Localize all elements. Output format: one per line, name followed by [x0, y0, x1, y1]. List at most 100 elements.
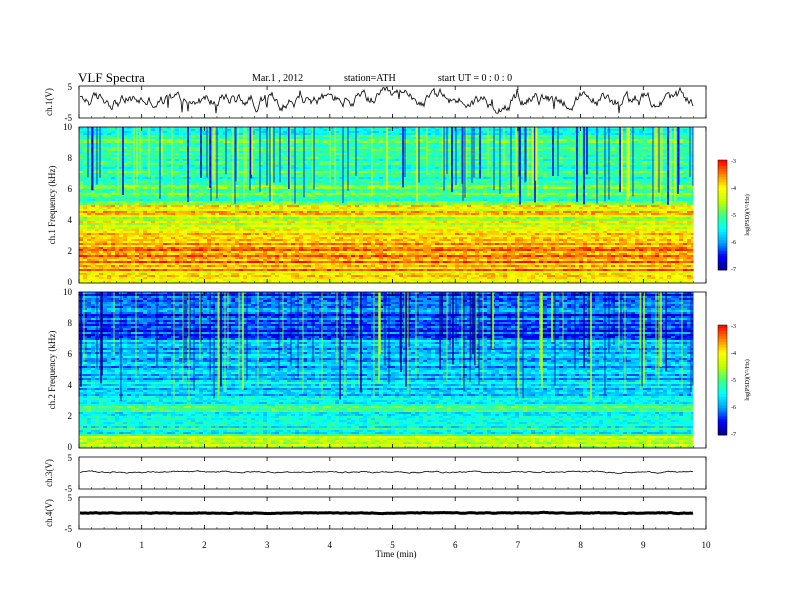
spectrogram-cell — [467, 167, 471, 169]
spectrogram-cell — [115, 129, 119, 131]
spectrogram-cell — [687, 155, 691, 157]
spectrogram-cell — [571, 187, 575, 189]
spectrogram-cell — [79, 171, 83, 173]
spectrogram-cell — [79, 179, 83, 181]
spectrogram-cell — [343, 187, 347, 189]
spectrogram-cell — [611, 141, 615, 143]
spectrogram-cell — [115, 157, 119, 159]
spectrogram-cell — [559, 143, 563, 145]
spectrogram-cell — [127, 143, 131, 145]
spectrogram-cell — [615, 149, 619, 151]
spectrogram-cell — [475, 141, 479, 143]
spectrogram-cell — [543, 143, 547, 145]
spectrogram-cell — [447, 151, 451, 153]
spectrogram-cell — [131, 179, 135, 181]
spectrogram-cell — [267, 181, 271, 183]
spectrogram-cell — [683, 165, 687, 167]
spectrogram-cell — [639, 129, 643, 131]
spectrogram-cell — [391, 151, 395, 153]
spectrogram-cell — [95, 187, 99, 189]
spectrogram-cell — [359, 167, 363, 169]
spectrogram-cell — [327, 151, 331, 153]
spectrogram-cell — [599, 163, 603, 165]
spectrogram-cell — [307, 183, 311, 185]
spectrogram-cell — [363, 177, 367, 179]
spectrogram-cell — [163, 177, 167, 179]
spectrogram-cell — [127, 173, 131, 175]
spectrogram-cell — [179, 155, 183, 157]
spectrogram-cell — [423, 179, 427, 181]
spectrogram-cell — [467, 177, 471, 179]
spectrogram-cell — [115, 177, 119, 179]
spectrogram-cell — [115, 167, 119, 169]
spectrogram-cell — [299, 159, 303, 161]
spectrogram-cell — [591, 147, 595, 149]
spectrogram-cell — [143, 135, 147, 137]
spectrogram-cell — [611, 147, 615, 149]
spectrogram-cell — [635, 189, 639, 191]
spectrogram-cell — [191, 179, 195, 181]
spectrogram-cell — [315, 161, 319, 163]
spectrogram-cell — [115, 189, 119, 191]
spectrogram-cell — [167, 147, 171, 149]
spectrogram-cell — [307, 177, 311, 179]
spectrogram-cell — [179, 139, 183, 141]
spectrogram-cell — [267, 189, 271, 191]
spectrogram-cell — [155, 131, 159, 133]
spectrogram-cell — [495, 165, 499, 167]
spectrogram-cell — [571, 153, 575, 155]
spectrogram-cell — [175, 185, 179, 187]
spectrogram-cell — [511, 151, 515, 153]
spectrogram-cell — [319, 187, 323, 189]
spectrogram-cell — [447, 179, 451, 181]
spectrogram-cell — [183, 185, 187, 187]
spectrogram-cell — [363, 181, 367, 183]
spectrogram-cell — [195, 169, 199, 171]
spectrogram-cell — [323, 181, 327, 183]
spectrogram-cell — [643, 149, 647, 151]
spectrogram-cell — [183, 181, 187, 183]
spectrogram-cell — [319, 165, 323, 167]
spectrogram-cell — [83, 181, 87, 183]
spectrogram-cell — [599, 137, 603, 139]
spectrogram-cell — [363, 139, 367, 141]
spectrogram-cell — [395, 161, 399, 163]
spectrogram-cell — [115, 135, 119, 137]
spectrogram-cell — [379, 157, 383, 159]
spectrogram-cell — [175, 149, 179, 151]
spectrogram-cell — [315, 165, 319, 167]
spectrogram-cell — [83, 163, 87, 165]
spectrogram-cell — [343, 173, 347, 175]
spectrogram-cell — [679, 157, 683, 159]
spectrogram-cell — [315, 173, 319, 175]
spectrogram-cell — [591, 153, 595, 155]
spectrogram-cell — [427, 133, 431, 135]
spectrogram-cell — [679, 153, 683, 155]
spectrogram-cell — [359, 141, 363, 143]
spectrogram-cell — [663, 183, 667, 185]
spectrogram-cell — [219, 169, 223, 171]
spectrogram-cell — [495, 145, 499, 147]
spectrogram-cell — [447, 153, 451, 155]
spectrogram-cell — [279, 185, 283, 187]
spectrogram-cell — [647, 149, 651, 151]
spectrogram-cell — [375, 145, 379, 147]
spectrogram-cell — [639, 139, 643, 141]
spectrogram-cell — [115, 137, 119, 139]
spectrogram-cell — [111, 177, 115, 179]
spectrogram-cell — [167, 155, 171, 157]
spectrogram-cell — [419, 133, 423, 135]
spectrogram-cell — [475, 175, 479, 177]
spectrogram-cell — [391, 169, 395, 171]
spectrogram-cell — [419, 149, 423, 151]
spectrogram-cell — [111, 143, 115, 145]
spectrogram-cell — [163, 149, 167, 151]
spectrogram-cell — [195, 179, 199, 181]
spectrogram-cell — [151, 137, 155, 139]
spectrogram-cell — [379, 137, 383, 139]
spectrogram-cell — [543, 187, 547, 189]
spectrogram-cell — [431, 131, 435, 133]
spectrogram-cell — [307, 149, 311, 151]
spectrogram-cell — [275, 167, 279, 169]
spectrogram-cell — [571, 145, 575, 147]
